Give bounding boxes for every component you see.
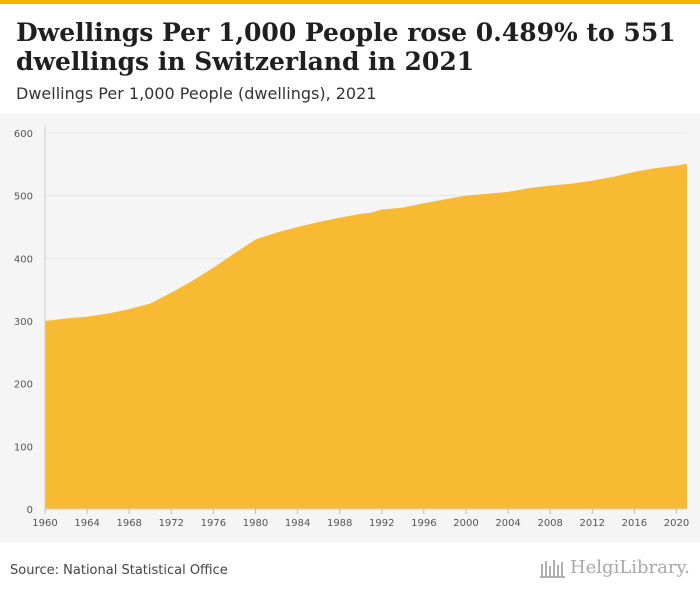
x-tick-label: 1988: [327, 518, 352, 529]
source-note: Source: National Statistical Office: [10, 563, 228, 578]
series-area: [45, 163, 687, 509]
y-tick-label: 300: [14, 317, 33, 328]
x-tick-label: 1964: [74, 518, 99, 529]
brand-logo[interactable]: HelgiLibrary.: [539, 557, 690, 578]
y-tick-labels: 0 100 200 300 400 500 600: [14, 129, 33, 516]
x-tick-label: 2008: [537, 518, 562, 529]
x-tick-label: 1996: [411, 518, 436, 529]
y-tick-label: 600: [14, 129, 33, 140]
top-accent-rule: [0, 0, 700, 4]
y-tick-label: 400: [14, 254, 33, 265]
y-tick-label: 100: [14, 442, 33, 453]
y-tick-label: 500: [14, 192, 33, 203]
series-area-group: [45, 163, 687, 509]
x-tick-label: 1972: [159, 518, 184, 529]
x-tick-label: 1960: [32, 518, 57, 529]
x-tick-label: 1992: [369, 518, 394, 529]
x-tick-labels: 1960 1964 1968 1972 1976 1980 1984 1988 1992 1996…: [32, 518, 689, 529]
y-tick-label: 200: [14, 380, 33, 391]
x-tick-label: 2020: [664, 518, 689, 529]
chart-footer: Source: National Statistical Office Helg…: [0, 543, 700, 596]
x-tick-label: 1976: [201, 518, 226, 529]
chart-title: Dwellings Per 1,000 People rose 0.489% t…: [16, 18, 676, 76]
x-tick-label: 2000: [453, 518, 478, 529]
x-tick-label: 1968: [116, 518, 141, 529]
axes: [44, 125, 687, 514]
area-chart: 0 100 200 300 400 500 600 1960 1964 1968 1972 1976…: [14, 125, 689, 529]
x-tick-label: 1980: [243, 518, 268, 529]
brand-name: HelgiLibrary.: [569, 557, 690, 578]
x-tick-label: 2004: [495, 518, 520, 529]
x-tick-label: 2016: [622, 518, 647, 529]
x-tick-label: 2012: [580, 518, 605, 529]
x-tick-label: 1984: [285, 518, 310, 529]
chart-header: Dwellings Per 1,000 People rose 0.489% t…: [0, 4, 700, 113]
chart-subtitle: Dwellings Per 1,000 People (dwellings), …: [16, 84, 377, 103]
y-tick-label: 0: [27, 505, 33, 516]
library-icon: [539, 559, 565, 578]
